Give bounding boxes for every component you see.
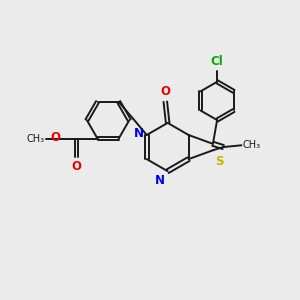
Text: O: O: [160, 85, 170, 98]
Text: S: S: [215, 155, 224, 168]
Text: O: O: [50, 131, 60, 144]
Text: N: N: [155, 174, 165, 187]
Text: O: O: [71, 160, 81, 173]
Text: N: N: [134, 127, 144, 140]
Text: CH₃: CH₃: [243, 140, 261, 150]
Text: Cl: Cl: [211, 55, 224, 68]
Text: CH₃: CH₃: [27, 134, 45, 144]
